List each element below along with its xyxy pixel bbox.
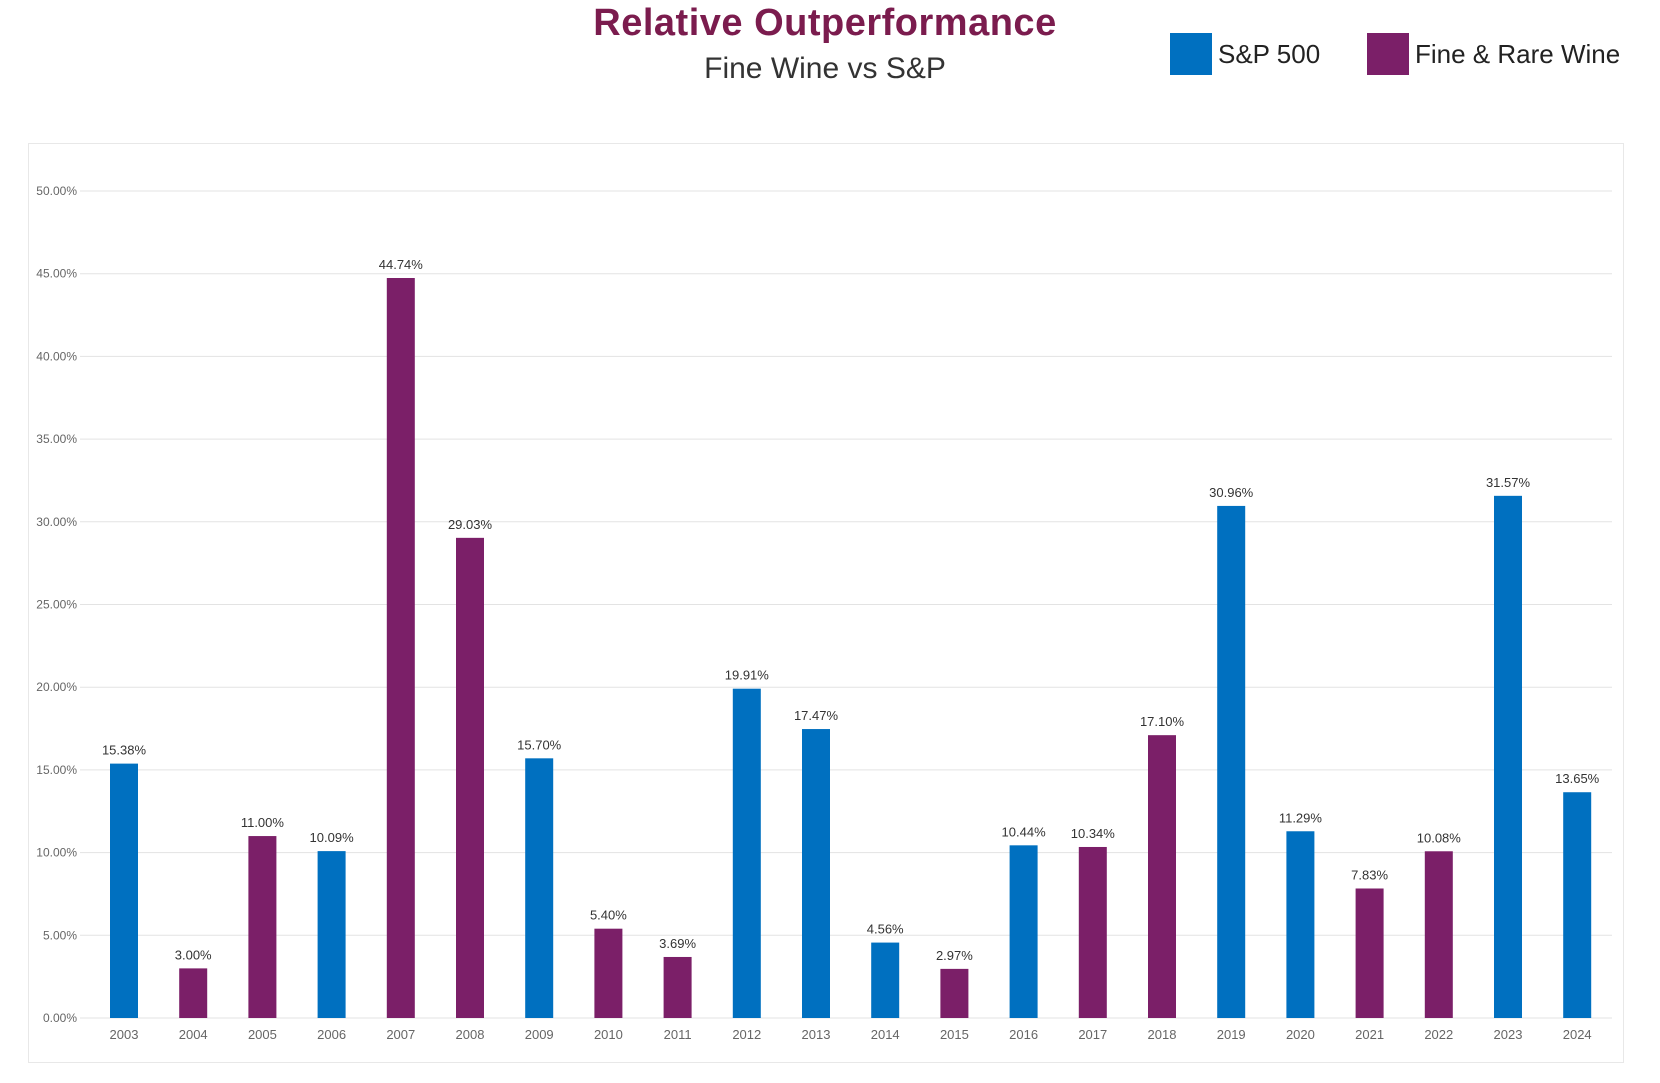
- data-label-2016: 10.44%: [1002, 824, 1047, 839]
- x-tick-label-2008: 2008: [456, 1027, 485, 1042]
- x-tick-label-2003: 2003: [110, 1027, 139, 1042]
- data-label-2010: 5.40%: [590, 908, 627, 923]
- x-tick-label-2005: 2005: [248, 1027, 277, 1042]
- y-tick-label: 40.00%: [36, 349, 77, 363]
- x-tick-label-2009: 2009: [525, 1027, 554, 1042]
- data-label-2012: 19.91%: [725, 668, 770, 683]
- legend-item-sp500: S&P 500: [1170, 32, 1320, 76]
- y-tick-label: 50.00%: [36, 184, 77, 198]
- y-tick-label: 0.00%: [43, 1011, 77, 1025]
- bar-2019: [1217, 505, 1246, 1018]
- data-label-2020: 11.29%: [1279, 810, 1323, 825]
- bar-2024: [1563, 792, 1592, 1018]
- x-tick-label-2012: 2012: [732, 1027, 761, 1042]
- x-tick-label-2023: 2023: [1494, 1027, 1523, 1042]
- bar-2016: [1009, 845, 1038, 1018]
- x-tick-label-2020: 2020: [1286, 1027, 1315, 1042]
- legend-swatch-sp500: [1170, 33, 1212, 75]
- x-tick-label-2007: 2007: [386, 1027, 415, 1042]
- data-label-2017: 10.34%: [1071, 826, 1116, 841]
- data-label-2021: 7.83%: [1351, 867, 1388, 882]
- data-label-2019: 30.96%: [1209, 485, 1254, 500]
- bar-2008: [456, 537, 484, 1018]
- data-label-2013: 17.47%: [794, 708, 839, 723]
- bar-2018: [1148, 735, 1176, 1018]
- data-label-2023: 31.57%: [1486, 475, 1531, 490]
- y-tick-label: 35.00%: [36, 432, 77, 446]
- x-tick-label-2006: 2006: [317, 1027, 346, 1042]
- bar-2014: [871, 942, 900, 1018]
- bars: [110, 278, 1592, 1019]
- bar-2009: [525, 758, 554, 1018]
- x-tick-label-2018: 2018: [1148, 1027, 1177, 1042]
- legend-swatch-fine-wine: [1367, 33, 1409, 75]
- bar-2021: [1355, 888, 1384, 1018]
- x-tick-label-2013: 2013: [802, 1027, 831, 1042]
- x-tick-label-2004: 2004: [179, 1027, 208, 1042]
- bar-2005: [248, 836, 277, 1018]
- y-tick-label: 15.00%: [36, 763, 77, 777]
- data-label-2015: 2.97%: [936, 948, 973, 963]
- bar-2012: [732, 688, 761, 1018]
- x-tick-label-2016: 2016: [1009, 1027, 1038, 1042]
- bar-2006: [317, 851, 346, 1018]
- bar-2022: [1424, 851, 1453, 1018]
- y-tick-label: 30.00%: [36, 515, 77, 529]
- x-tick-label-2021: 2021: [1355, 1027, 1384, 1042]
- data-label-2018: 17.10%: [1140, 714, 1185, 729]
- data-label-2008: 29.03%: [448, 517, 493, 532]
- bar-2020: [1286, 831, 1315, 1018]
- bar-2010: [594, 928, 623, 1018]
- data-label-2022: 10.08%: [1417, 830, 1462, 845]
- data-label-2006: 10.09%: [310, 830, 355, 845]
- x-tick-label-2017: 2017: [1078, 1027, 1107, 1042]
- data-label-2005: 11.00%: [241, 815, 285, 830]
- y-tick-label: 45.00%: [36, 267, 77, 281]
- legend-item-fine-wine: Fine & Rare Wine: [1367, 32, 1620, 76]
- x-tick-label-2010: 2010: [594, 1027, 623, 1042]
- data-label-2003: 15.38%: [102, 743, 147, 758]
- x-tick-label-2015: 2015: [940, 1027, 969, 1042]
- bar-2003: [110, 763, 138, 1018]
- data-label-2009: 15.70%: [517, 737, 562, 752]
- bar-2023: [1494, 495, 1522, 1018]
- chart-subtitle: Fine Wine vs S&P: [704, 52, 946, 85]
- bar-2015: [940, 968, 969, 1018]
- x-tick-label-2014: 2014: [871, 1027, 900, 1042]
- x-tick-label-2024: 2024: [1563, 1027, 1592, 1042]
- x-tick-label-2011: 2011: [664, 1027, 692, 1042]
- y-tick-label: 10.00%: [36, 846, 77, 860]
- plot-area-frame: [28, 143, 1624, 1063]
- chart-title: Relative Outperformance: [593, 2, 1057, 44]
- legend-label-fine-wine: Fine & Rare Wine: [1415, 38, 1621, 69]
- x-tick-label-2019: 2019: [1217, 1027, 1246, 1042]
- bar-2011: [663, 956, 692, 1018]
- data-label-2011: 3.69%: [659, 936, 696, 951]
- data-label-2014: 4.56%: [867, 922, 904, 937]
- data-label-2007: 44.74%: [379, 257, 424, 272]
- data-labels: 15.38% 3.00% 11.00% 10.09% 44.74% 29.03% 15.70…: [102, 257, 1600, 963]
- x-axis-ticks: 2003 2004 2005 2006 2007 2008 2009 2010 2011 2012…: [110, 1027, 1592, 1042]
- bar-2013: [802, 729, 830, 1018]
- data-label-2024: 13.65%: [1555, 771, 1600, 786]
- y-tick-label: 5.00%: [43, 928, 77, 942]
- bar-2004: [179, 968, 208, 1018]
- legend-label-sp500: S&P 500: [1218, 38, 1321, 69]
- x-tick-label-2022: 2022: [1424, 1027, 1453, 1042]
- bar-2007: [386, 278, 415, 1019]
- y-axis-ticks: 0.00% 5.00% 10.00% 15.00% 20.00% 25.00% 30.00%…: [36, 184, 77, 1025]
- bar-2017: [1078, 846, 1107, 1018]
- data-label-2004: 3.00%: [175, 947, 212, 962]
- y-tick-label: 20.00%: [36, 680, 77, 694]
- y-tick-label: 25.00%: [36, 598, 77, 612]
